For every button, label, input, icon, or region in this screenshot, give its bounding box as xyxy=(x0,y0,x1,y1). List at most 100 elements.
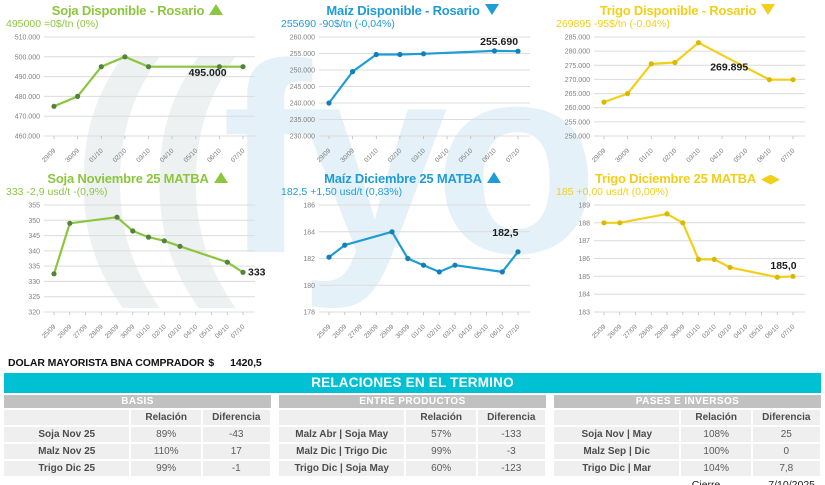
svg-text:07/10: 07/10 xyxy=(780,147,797,163)
chart-maiz-diciembre-matba: Maíz Diciembre 25 MATBA 182,5 +1,50 usd/… xyxy=(275,168,550,352)
chart-current-value: 185 +0,00 usd/t (0,00%) xyxy=(556,186,669,198)
svg-text:30/09: 30/09 xyxy=(670,323,687,340)
col-header-relacion: Relación xyxy=(406,410,476,425)
svg-text:29/09: 29/09 xyxy=(591,147,608,163)
row-label: Trigo Dic 25 xyxy=(4,461,130,476)
svg-text:04/10: 04/10 xyxy=(434,147,451,163)
svg-text:265.000: 265.000 xyxy=(565,91,590,98)
svg-text:26/09: 26/09 xyxy=(332,323,349,340)
svg-text:07/10: 07/10 xyxy=(230,147,247,163)
chart-title-text: Maíz Diciembre 25 MATBA xyxy=(324,171,482,186)
svg-text:03/10: 03/10 xyxy=(410,147,427,163)
svg-text:182: 182 xyxy=(303,256,315,263)
svg-text:07/10: 07/10 xyxy=(230,323,247,340)
svg-text:06/10: 06/10 xyxy=(481,147,498,163)
row-relacion: 100% xyxy=(681,444,751,459)
svg-text:178: 178 xyxy=(303,310,315,317)
row-relacion: 104% xyxy=(681,461,751,476)
col-header-empty xyxy=(279,410,405,425)
chart-title-text: Soja Disponible - Rosario xyxy=(51,3,205,18)
svg-text:29/09: 29/09 xyxy=(379,323,396,340)
fyo-logo-watermark: ((fyo xyxy=(70,0,599,350)
svg-text:03/10: 03/10 xyxy=(167,323,184,340)
dolar-value: 1420,5 xyxy=(230,357,262,369)
svg-text:255.000: 255.000 xyxy=(290,51,315,58)
svg-text:01/10: 01/10 xyxy=(638,147,655,163)
svg-text:250.000: 250.000 xyxy=(565,134,590,141)
section-header: BASIS xyxy=(4,395,271,408)
svg-text:05/10: 05/10 xyxy=(748,323,765,340)
svg-text:05/10: 05/10 xyxy=(473,323,490,340)
svg-text:235.000: 235.000 xyxy=(290,117,315,124)
fyo-logo-parens: (( xyxy=(70,9,236,310)
row-diferencia: 25 xyxy=(752,427,820,442)
svg-text:510.000: 510.000 xyxy=(15,35,40,42)
row-relacion: 60% xyxy=(406,461,476,476)
col-header-empty xyxy=(554,410,680,425)
svg-text:27/09: 27/09 xyxy=(347,323,364,340)
row-label: Malz Abr | Soja May xyxy=(279,427,405,442)
price-line-chart: 230.000 235.000 240.000 245.000 250.000 255.0… xyxy=(275,31,548,168)
trend-up-icon xyxy=(486,172,501,183)
svg-text:05/10: 05/10 xyxy=(733,147,750,163)
svg-text:30/09: 30/09 xyxy=(120,323,137,340)
row-label: Malz Sep | Dic xyxy=(554,444,680,459)
chart-current-value: 495000 =0$/tn (0%) xyxy=(6,18,99,30)
svg-text:05/10: 05/10 xyxy=(183,147,200,163)
trend-down-icon xyxy=(761,4,776,15)
chart-maiz-disponible: Maíz Disponible - Rosario 255690 -90$/tn… xyxy=(275,0,550,168)
svg-text:189: 189 xyxy=(578,203,590,210)
svg-text:29/09: 29/09 xyxy=(41,147,58,163)
pases-e-inversos-table: Relación Diferencia Soja Nov | May 108% … xyxy=(554,410,821,476)
svg-text:335: 335 xyxy=(28,264,40,271)
svg-text:320: 320 xyxy=(28,310,40,317)
svg-text:29/09: 29/09 xyxy=(104,323,121,340)
section-header: PASES E INVERSOS xyxy=(554,395,821,408)
svg-text:02/10: 02/10 xyxy=(662,147,679,163)
row-label: Trigo Dic | Soja May xyxy=(279,461,405,476)
svg-text:26/09: 26/09 xyxy=(607,323,624,340)
svg-text:330: 330 xyxy=(28,279,40,286)
dolar-label: DOLAR MAYORISTA BNA COMPRADOR xyxy=(8,357,205,369)
row-label: Soja Nov 25 xyxy=(4,427,130,442)
report-footer: Cierre 7/10/2025 xyxy=(0,476,825,485)
svg-text:230.000: 230.000 xyxy=(290,134,315,141)
svg-text:184: 184 xyxy=(303,229,315,236)
svg-text:183: 183 xyxy=(578,310,590,317)
chart-title-text: Trigo Diciembre 25 MATBA xyxy=(594,171,757,186)
svg-text:01/10: 01/10 xyxy=(88,147,105,163)
row-diferencia: -123 xyxy=(477,461,545,476)
charts-row-futuros: Soja Noviembre 25 MATBA 333 -2,9 usd/t -… xyxy=(0,168,825,352)
svg-text:182,5: 182,5 xyxy=(492,227,518,239)
currency-symbol: $ xyxy=(208,357,215,369)
chart-title-text: Maíz Disponible - Rosario xyxy=(326,3,480,18)
svg-text:25/09: 25/09 xyxy=(41,323,58,340)
charts-row-disponible: Soja Disponible - Rosario 495000 =0$/tn … xyxy=(0,0,825,168)
svg-text:06/10: 06/10 xyxy=(489,323,506,340)
chart-title: Soja Noviembre 25 MATBA xyxy=(0,171,275,186)
svg-text:185: 185 xyxy=(578,274,590,281)
col-header-relacion: Relación xyxy=(681,410,751,425)
svg-text:285.000: 285.000 xyxy=(565,35,590,42)
svg-text:04/10: 04/10 xyxy=(709,147,726,163)
row-relacion: 99% xyxy=(406,444,476,459)
price-line-chart: 178 180 182 184 186 25/09 26/09 27/09 28/09 29/09… xyxy=(275,199,548,352)
svg-text:04/10: 04/10 xyxy=(733,323,750,340)
svg-text:27/09: 27/09 xyxy=(622,323,639,340)
chart-title-text: Trigo Disponible - Rosario xyxy=(599,3,757,18)
chart-current-value: 269895 -95$/tn (-0,04%) xyxy=(556,18,670,30)
svg-text:06/10: 06/10 xyxy=(756,147,773,163)
svg-text:325: 325 xyxy=(28,294,40,301)
svg-text:28/09: 28/09 xyxy=(638,323,655,340)
svg-text:500.000: 500.000 xyxy=(15,54,40,61)
svg-text:186: 186 xyxy=(303,203,315,210)
svg-text:333: 333 xyxy=(248,266,266,278)
svg-text:260.000: 260.000 xyxy=(290,35,315,42)
svg-text:30/09: 30/09 xyxy=(339,147,356,163)
svg-text:01/10: 01/10 xyxy=(685,323,702,340)
chart-current-value: 255690 -90$/tn (-0,04%) xyxy=(281,18,395,30)
svg-text:260.000: 260.000 xyxy=(565,105,590,112)
trend-flat-icon xyxy=(761,174,781,185)
svg-text:06/10: 06/10 xyxy=(764,323,781,340)
svg-text:04/10: 04/10 xyxy=(159,147,176,163)
